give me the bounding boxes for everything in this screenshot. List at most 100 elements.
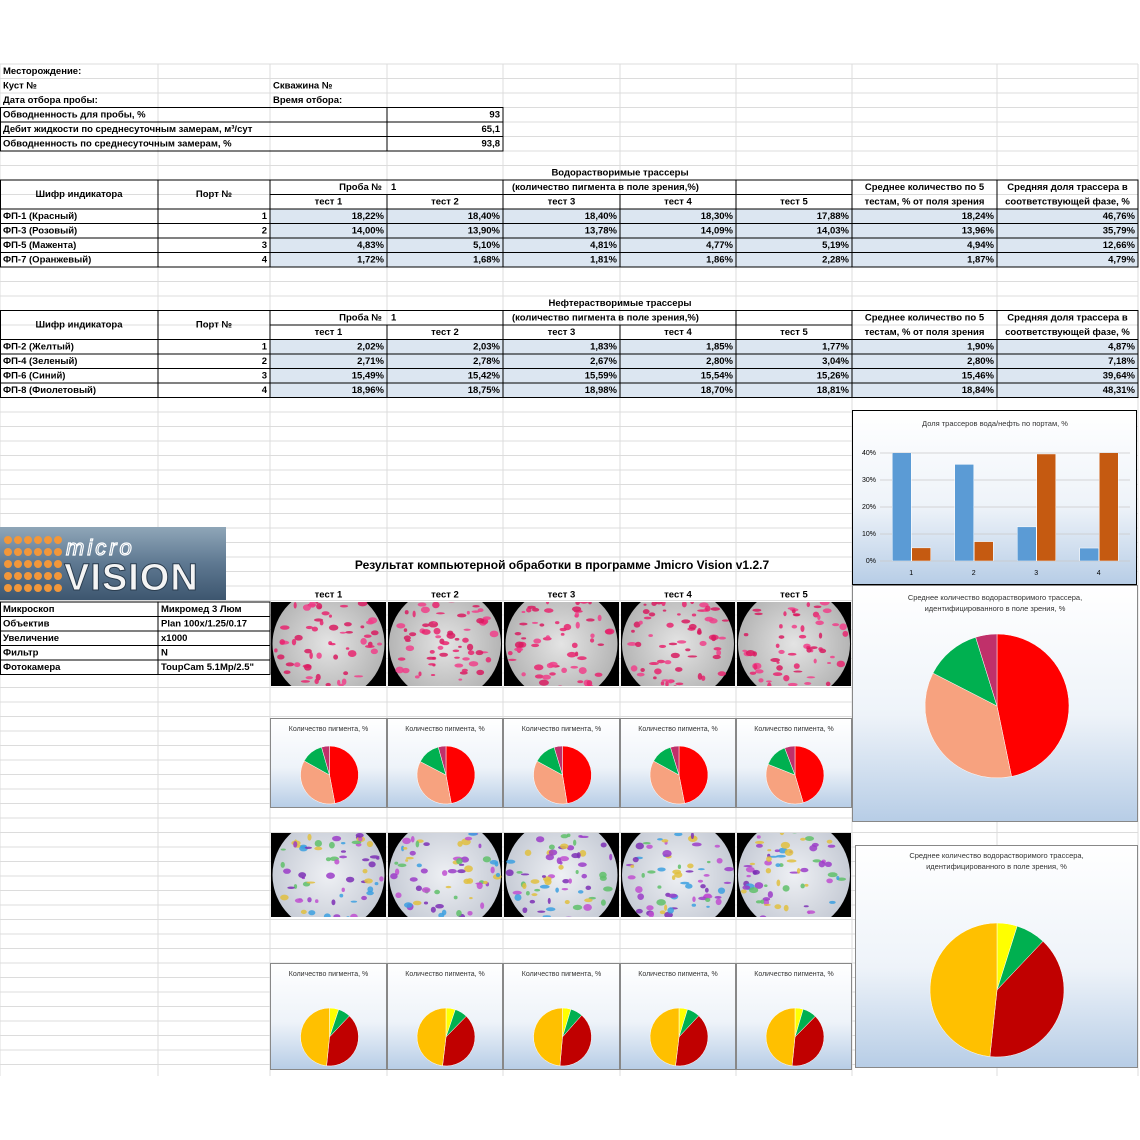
table-value: 13,96%	[962, 226, 995, 237]
image-particle	[664, 660, 672, 665]
table-value: 2,78%	[473, 356, 500, 367]
image-particle	[767, 682, 772, 686]
image-particle	[827, 872, 838, 878]
logo-dot	[24, 536, 32, 544]
image-particle	[697, 879, 704, 883]
image-particle	[583, 903, 592, 911]
image-particle	[815, 620, 824, 626]
image-particle	[326, 872, 335, 879]
image-particle	[723, 881, 732, 884]
test-header: тест 2	[431, 590, 459, 601]
image-particle	[482, 856, 491, 863]
image-particle	[429, 649, 435, 654]
image-particle	[305, 625, 313, 630]
image-particle	[346, 916, 350, 917]
image-particle	[454, 663, 464, 668]
table-value: 4	[262, 255, 268, 266]
image-particle	[697, 673, 703, 680]
image-particle	[343, 671, 349, 676]
image-particle	[314, 840, 322, 847]
image-particle	[565, 916, 572, 917]
table-value: 14,00%	[352, 226, 385, 237]
micro-value: Микромед 3 Люм	[161, 604, 242, 615]
x-tick-label: 3	[1034, 570, 1038, 577]
image-particle	[776, 854, 786, 858]
image-particle	[350, 913, 358, 917]
image-particle	[827, 844, 836, 848]
header-cell: Порт №	[196, 320, 233, 331]
image-particle	[740, 889, 747, 894]
image-particle	[809, 844, 818, 852]
image-particle	[309, 595, 313, 598]
image-particle	[280, 894, 289, 901]
micro-label: Объектив	[3, 619, 50, 630]
x-tick-label: 4	[1097, 570, 1101, 577]
image-particle	[433, 627, 441, 635]
microscope-image	[389, 833, 502, 917]
image-field	[738, 833, 850, 917]
image-particle	[339, 855, 348, 859]
image-particle	[402, 837, 412, 845]
image-particle	[775, 863, 781, 868]
image-particle	[468, 661, 479, 667]
y-tick-label: 10%	[862, 531, 876, 538]
image-particle	[687, 655, 698, 658]
image-particle	[780, 841, 791, 849]
logo-dot	[54, 548, 62, 556]
image-particle	[563, 623, 572, 631]
image-particle	[657, 885, 662, 889]
table-value: 18,98%	[585, 385, 618, 396]
image-particle	[531, 643, 540, 648]
image-particle	[566, 651, 577, 658]
image-particle	[742, 649, 748, 652]
image-particle	[328, 624, 339, 631]
image-particle	[581, 595, 584, 601]
pie-slice	[996, 633, 1070, 777]
image-particle	[514, 647, 524, 652]
chart-title: Количество пигмента, %	[638, 726, 718, 733]
image-particle	[339, 604, 349, 608]
image-particle	[390, 873, 398, 880]
image-particle	[691, 903, 697, 907]
table-value: 2,80%	[967, 356, 994, 367]
pie-slice	[300, 1007, 330, 1067]
image-particle	[764, 884, 768, 887]
image-particle	[291, 638, 297, 646]
image-particle	[800, 837, 806, 841]
table-value: 1,68%	[473, 255, 500, 266]
image-particle	[792, 690, 797, 693]
image-particle	[355, 833, 364, 838]
chart-title: Количество пигмента, %	[405, 726, 485, 733]
table-value: 5,10%	[473, 240, 500, 251]
y-tick-label: 30%	[862, 477, 876, 484]
info-label: Обводненность по среднесуточным замерам,…	[3, 139, 232, 150]
table-value: 2	[262, 356, 267, 367]
image-particle	[283, 868, 291, 874]
header-cell: (количество пигмента в поле зрения,%)	[512, 313, 699, 324]
image-particle	[538, 679, 549, 686]
image-particle	[717, 887, 726, 894]
image-particle	[293, 602, 297, 609]
table-value: 15,54%	[701, 371, 734, 382]
image-particle	[643, 616, 652, 620]
table-value: 1	[262, 211, 268, 222]
image-particle	[559, 860, 563, 865]
data-fill	[270, 368, 1138, 383]
image-particle	[539, 623, 545, 627]
microscope-image	[389, 602, 501, 686]
image-particle	[786, 859, 797, 863]
header-cell: тест 1	[315, 327, 343, 338]
image-particle	[767, 849, 772, 852]
image-particle	[367, 886, 374, 893]
image-particle	[441, 641, 450, 646]
image-particle	[806, 647, 812, 653]
micro-value: ToupCam 5.1Mp/2.5"	[161, 662, 254, 673]
y-tick-label: 20%	[862, 504, 876, 511]
image-particle	[543, 608, 554, 613]
table-value: 2,80%	[706, 356, 733, 367]
image-particle	[636, 672, 645, 677]
image-particle	[409, 632, 417, 637]
table-value: 18,70%	[701, 385, 734, 396]
header-cell: Средняя доля трассера в	[1007, 182, 1128, 193]
image-particle	[457, 613, 467, 618]
